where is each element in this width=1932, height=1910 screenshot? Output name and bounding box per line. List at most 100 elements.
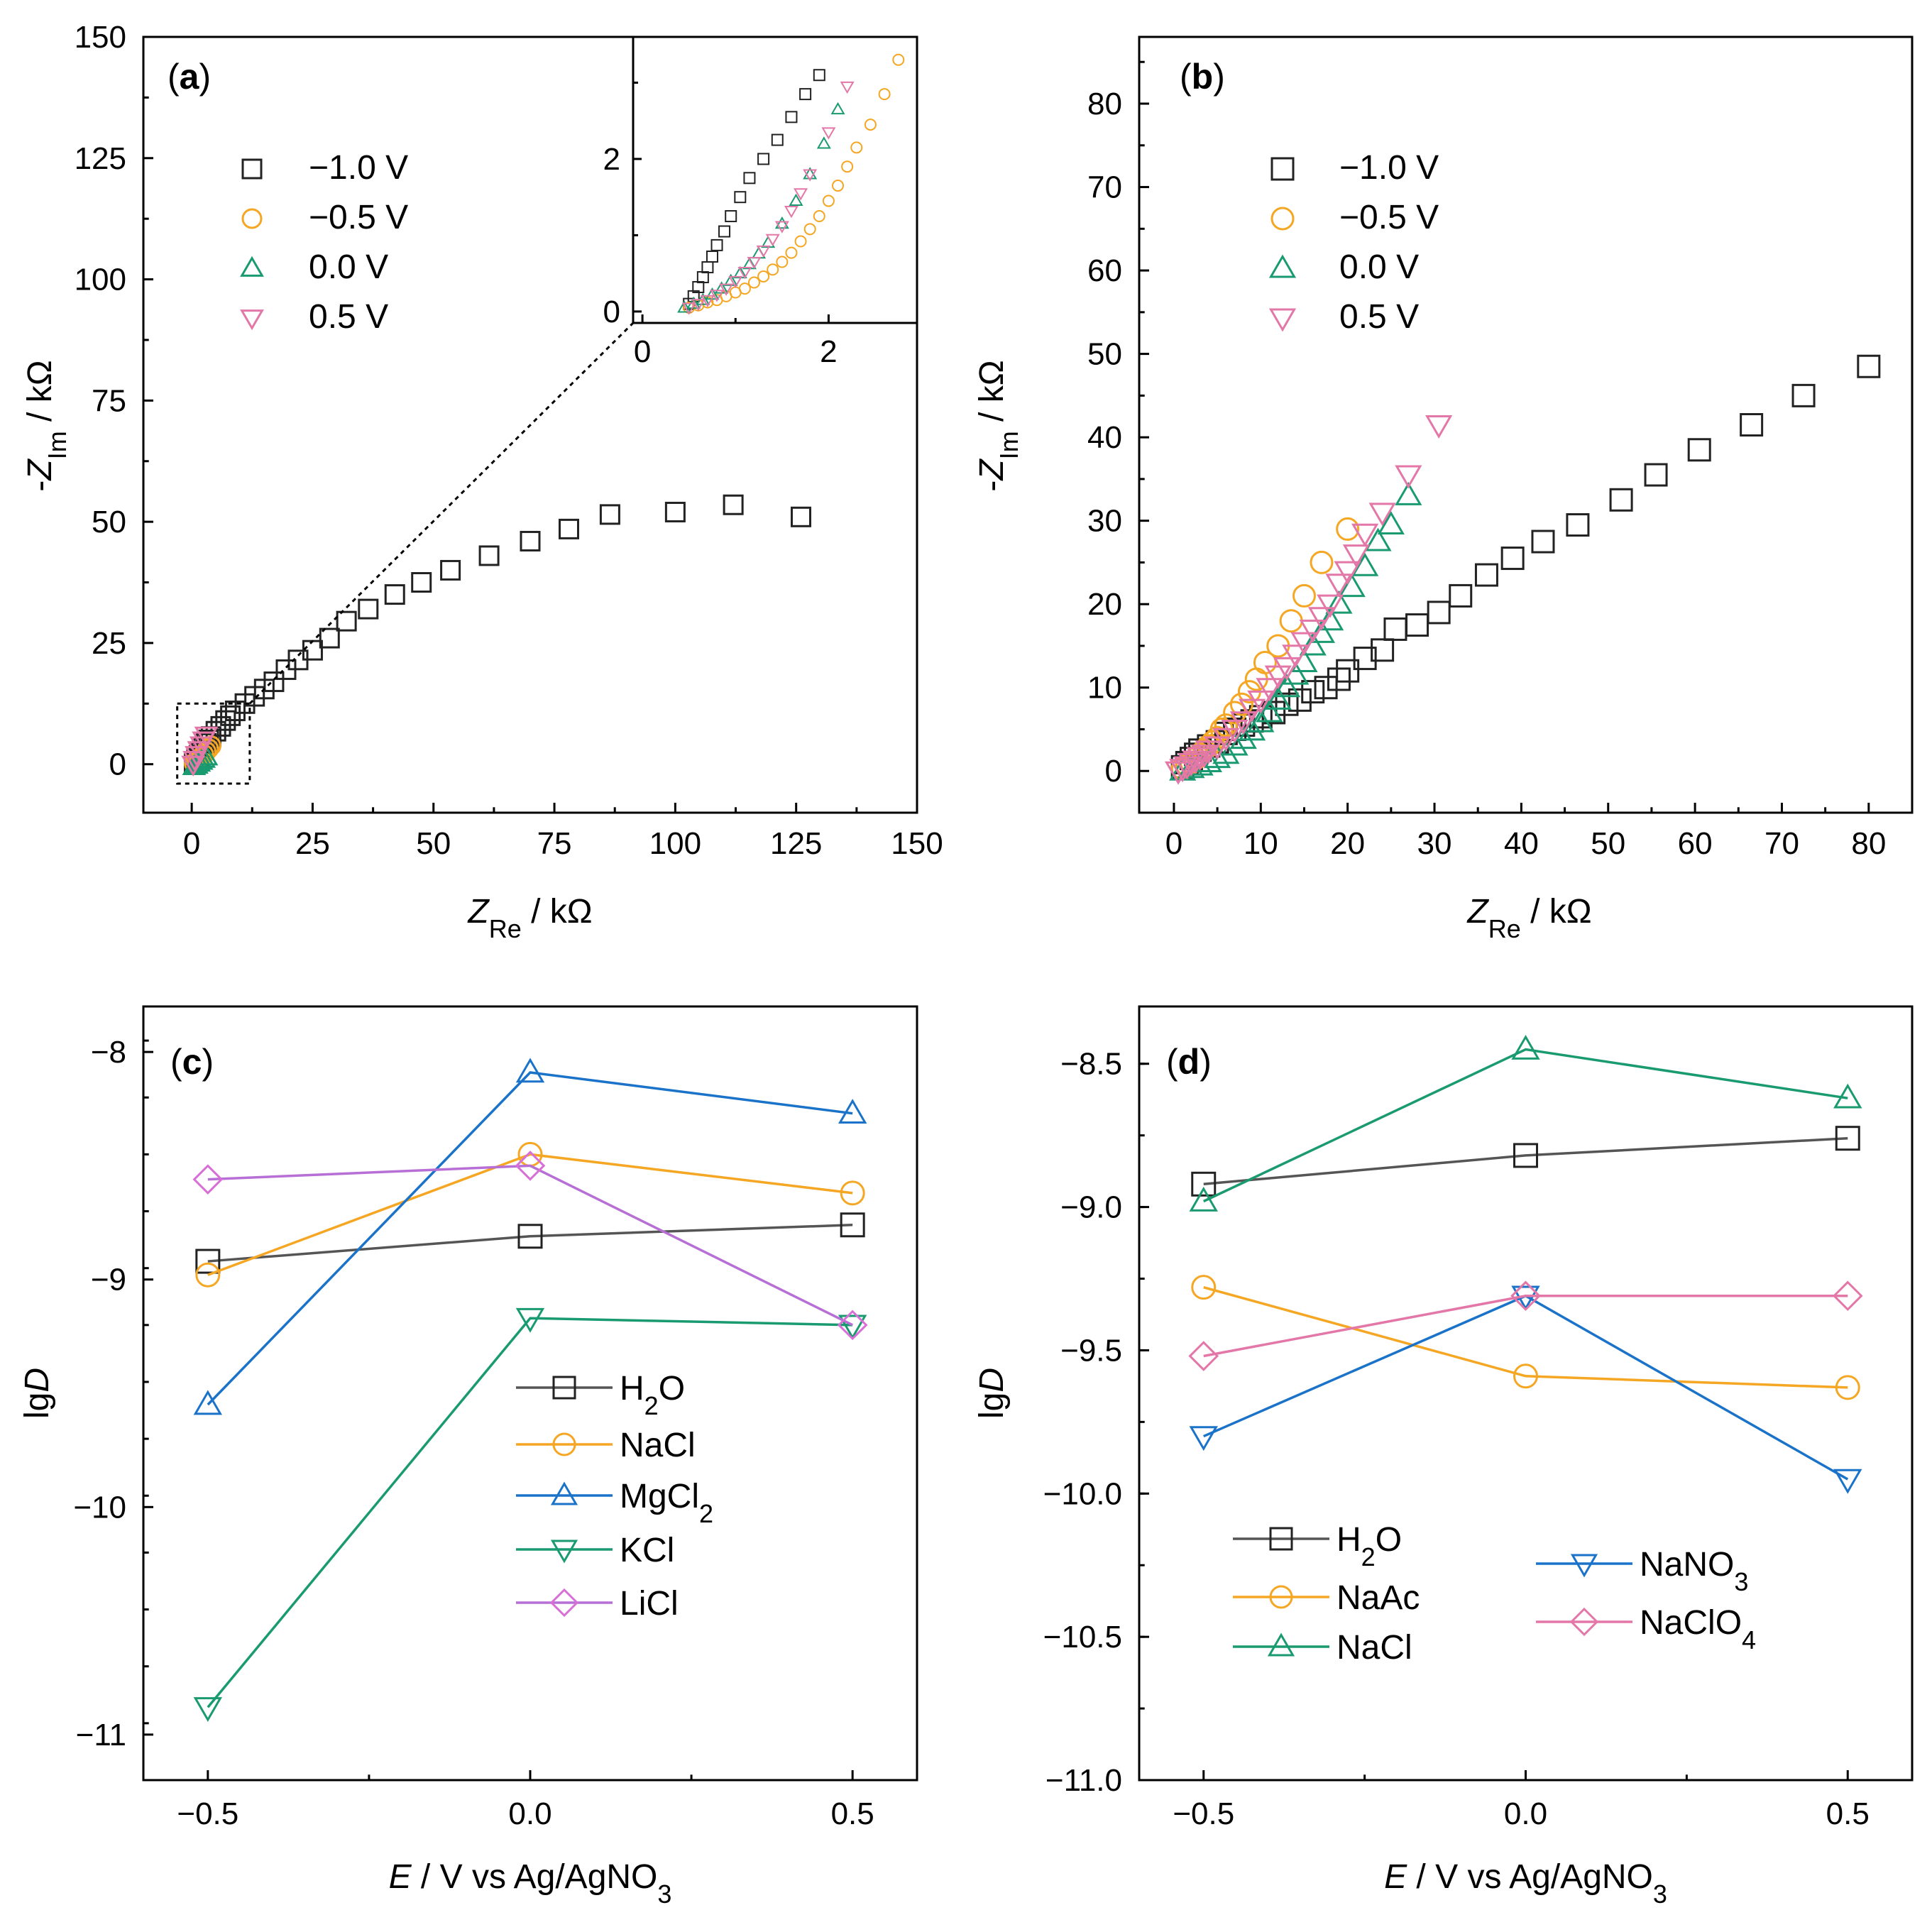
inset-data-point [784,206,798,219]
y-tick-label: 125 [75,141,126,176]
x-tick-label: 80 [1851,826,1886,861]
series-LiCl [192,1151,868,1341]
y-tick-label: 25 [92,626,126,661]
data-point [1513,1143,1538,1168]
y-tick-label-part: −8 [91,1035,126,1070]
inset-frame [632,35,918,324]
x-axis-label-part: / V vs Ag/AgNO [412,1858,658,1896]
legend-label-part: KCl [620,1532,674,1569]
x-tick-label: 0.5 [831,1796,874,1831]
data-point [1342,544,1371,569]
y-tick-label-part: −10 [73,1490,126,1525]
data-point [1327,667,1351,691]
legend-label: H2O [1337,1521,1402,1571]
inset-data-point [803,169,818,182]
x-tick-label: 125 [770,826,822,861]
legend-marker [1270,157,1295,181]
plot-frame [1138,35,1914,814]
data-point [1314,676,1338,700]
data-point [194,726,219,747]
data-point [1221,719,1248,743]
x-tick-label-part: 70 [1764,826,1799,861]
inset-data-point [789,193,803,207]
panel-label-c: (c) [170,1042,214,1082]
legend-label-part: 2 [1361,1542,1376,1571]
panel-label-c-part: ( [170,1042,182,1082]
x-tick-label-part: 75 [537,826,572,861]
data-point [1191,1171,1217,1197]
x-tick-label: 0 [183,826,200,861]
x-tick-label: 150 [891,826,943,861]
data-point [1256,678,1283,702]
data-point [1395,465,1422,489]
y-axis-label-part: / kΩ [21,360,59,431]
series-NaCl [195,1141,865,1288]
legend-label-part: 0.0 V [309,248,388,286]
inset-data-point [776,256,789,268]
data-point [1609,488,1633,512]
y-tick-label: 60 [1087,253,1122,288]
x-axis-label: E / V vs Ag/AgNO3 [389,1858,672,1909]
legend-marker [1268,308,1297,332]
inset-data-point [878,88,891,101]
inset-data-point [691,299,706,312]
series-0.5 V [181,726,219,776]
y-axis-label: lgD [973,1368,1011,1419]
data-point [1336,659,1360,683]
plot-frame [1138,1005,1914,1782]
legend-label-part: O [1376,1521,1402,1559]
x-axis-label-part: Re [1488,914,1521,943]
data-point [440,559,461,581]
data-point [1212,728,1240,752]
legend-marker [1569,1607,1599,1637]
data-point [193,1697,223,1723]
data-point [1317,607,1344,631]
legend-label-part: MgCl [620,1478,699,1515]
y-tick-label: 100 [75,263,126,297]
x-tick-label-part: 0.5 [831,1796,874,1831]
data-point [520,530,541,551]
y-tick-label-part: 50 [1087,337,1122,372]
x-tick-label: 20 [1330,826,1365,861]
legend-label-part: NaCl [620,1427,696,1464]
series-KCl [193,1307,867,1723]
data-point [1364,527,1392,551]
legend-label-part: 4 [1742,1625,1756,1654]
legend-label-part: NaCl [1337,1629,1412,1667]
data-point [220,705,241,726]
data-point [1510,1280,1541,1312]
legend-label-part: 2 [644,1391,659,1420]
data-point [1292,583,1316,608]
legend-label-part: −0.5 V [1339,199,1439,236]
data-point [1835,1375,1860,1400]
y-axis-label-part: lg [973,1393,1011,1419]
data-point [515,1058,545,1083]
legend-label: −0.5 V [309,199,408,236]
y-tick-label-part: −10.0 [1043,1476,1122,1511]
data-point [1238,698,1266,723]
inset-data-point [794,188,808,201]
data-point [1833,1083,1862,1109]
legend-label: MgCl2 [620,1478,713,1528]
legend-label: NaCl [1337,1629,1412,1667]
y-tick-label-part: 100 [75,263,126,297]
data-point [336,610,357,632]
data-point [1740,413,1764,437]
inset-data-point [765,234,780,247]
legend-marker [1269,1585,1293,1609]
y-axis-label-part: D [18,1368,56,1393]
x-axis-label-part: E [389,1858,412,1896]
inset-data-point [816,136,831,149]
legend-marker [1270,207,1295,231]
inset-data-point [677,300,692,313]
data-point [195,1262,221,1288]
inset-data-point [728,275,743,289]
data-point [559,518,579,539]
inset-x-tick-label: 2 [820,334,837,369]
inset-data-point [832,180,845,192]
data-point [1427,600,1451,625]
x-tick-label: 50 [1591,826,1625,861]
legend-marker [1570,1554,1598,1578]
data-point [1395,481,1422,505]
panel-b-chart: 0 10 20 30 40 50 60 70 8001020304050607080(b)ZRe… [973,35,1914,943]
